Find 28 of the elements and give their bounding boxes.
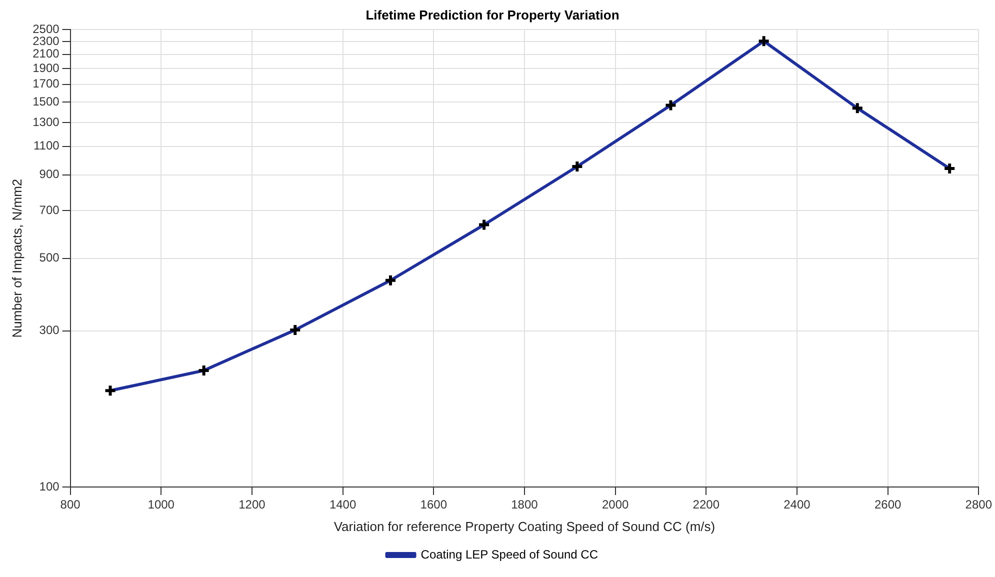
y-axis-title: Number of Impacts, N/mm2: [9, 178, 24, 338]
y-tick-label: 1100: [33, 138, 60, 153]
y-tick-label: 2300: [32, 34, 60, 48]
x-tick-label: 1000: [148, 498, 175, 512]
chart-title: Lifetime Prediction for Property Variation: [366, 7, 620, 22]
y-tick-label: 700: [39, 202, 60, 217]
x-tick-label: 800: [60, 498, 81, 512]
y-tick-label: 2500: [32, 22, 60, 36]
y-tick-label: 300: [39, 323, 60, 338]
legend-label: Coating LEP Speed of Sound CC: [420, 547, 598, 562]
y-tick-label: 1500: [32, 94, 60, 108]
y-tick-label: 100: [39, 479, 60, 494]
x-tick-label: 2600: [874, 498, 902, 512]
y-tick-label: 1900: [32, 60, 60, 75]
y-tick-label: 900: [39, 167, 60, 182]
x-tick-label: 2200: [692, 498, 720, 512]
x-tick-label: 1800: [511, 498, 538, 512]
x-tick-label: 2000: [602, 498, 629, 512]
x-axis-title: Variation for reference Property Coating Speed of Sound CC (m/s): [334, 518, 716, 534]
y-tick-label: 500: [39, 250, 60, 265]
y-tick-label: 2100: [32, 46, 60, 61]
x-tick-label: 1200: [238, 498, 266, 512]
y-tick-label: 1700: [32, 76, 60, 91]
y-tick-label: 1300: [32, 114, 60, 129]
x-tick-label: 1400: [329, 498, 356, 512]
x-tick-label: 1600: [420, 498, 448, 512]
x-tick-label: 2800: [965, 498, 992, 512]
x-tick-label: 2400: [784, 498, 811, 512]
